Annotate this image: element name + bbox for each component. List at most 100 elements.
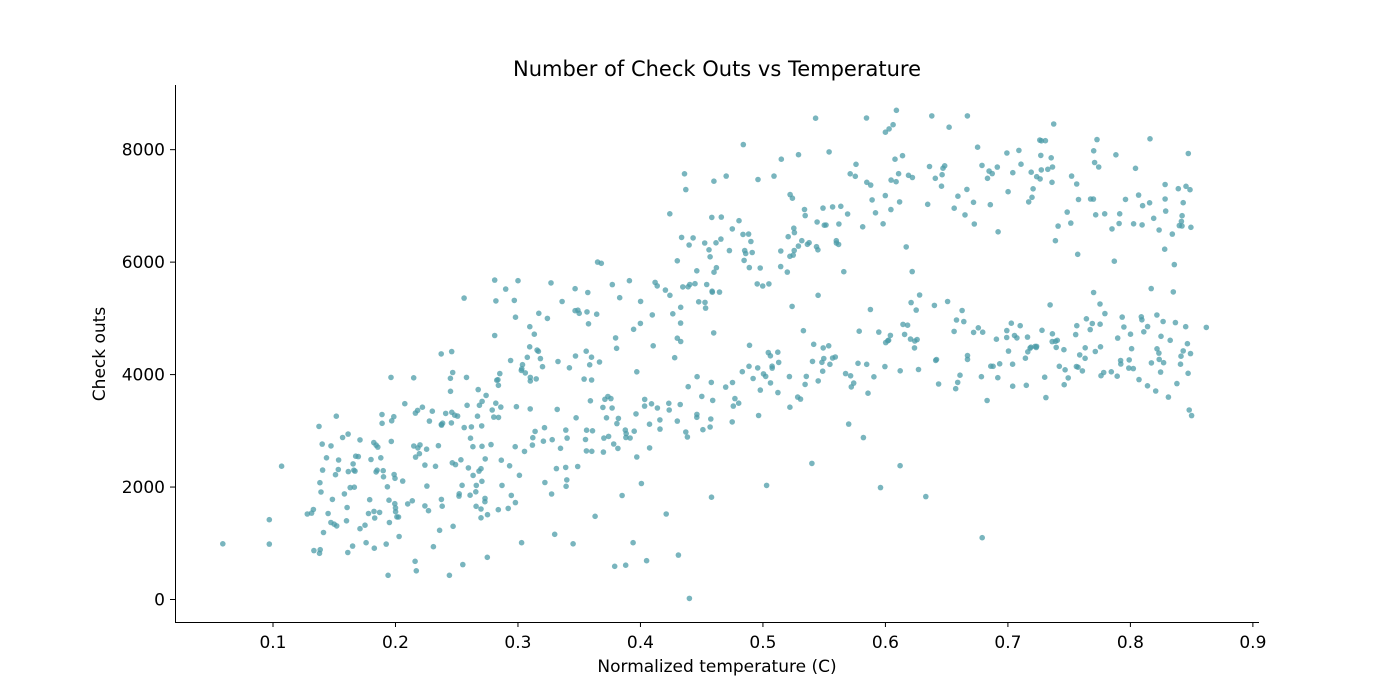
data-point — [707, 424, 713, 430]
data-point — [311, 547, 317, 554]
data-point — [555, 358, 561, 365]
data-point — [1114, 335, 1121, 341]
data-point — [1074, 322, 1080, 329]
data-point — [502, 286, 509, 292]
data-point — [819, 368, 826, 375]
data-point — [944, 298, 951, 305]
data-point — [601, 435, 607, 441]
data-point — [801, 206, 808, 213]
data-point — [708, 416, 714, 422]
data-point — [622, 427, 629, 433]
data-point — [880, 221, 886, 227]
data-point — [708, 379, 715, 386]
x-tick-label: 0.4 — [627, 633, 654, 653]
data-point — [583, 448, 590, 454]
data-point — [735, 400, 742, 407]
data-point — [386, 497, 392, 504]
data-point — [1028, 169, 1034, 175]
data-point — [1089, 320, 1096, 327]
data-point — [419, 404, 426, 411]
data-point — [493, 298, 499, 304]
data-point — [996, 361, 1003, 367]
data-point — [730, 403, 737, 409]
data-point — [1038, 152, 1044, 159]
data-point — [855, 360, 861, 367]
data-point — [842, 370, 849, 377]
data-point — [1022, 355, 1029, 362]
data-point — [1130, 221, 1137, 227]
data-point — [1073, 181, 1080, 187]
x-tick-label: 0.7 — [994, 633, 1021, 653]
data-point — [1045, 166, 1051, 173]
data-point — [527, 323, 533, 330]
data-point — [436, 527, 443, 534]
data-point — [954, 379, 961, 386]
data-point — [872, 210, 879, 216]
data-point — [1090, 289, 1097, 296]
data-point — [495, 414, 502, 421]
data-point — [699, 393, 705, 400]
data-point — [371, 515, 378, 521]
data-point — [529, 442, 536, 448]
data-point — [448, 348, 455, 355]
data-point — [1183, 183, 1189, 190]
data-point — [1043, 394, 1049, 401]
data-point — [863, 361, 870, 368]
data-point — [766, 281, 772, 287]
data-point — [1113, 152, 1119, 158]
data-point — [495, 382, 502, 389]
data-point — [791, 225, 797, 231]
data-point — [589, 428, 596, 434]
data-point — [953, 317, 960, 323]
data-point — [484, 511, 491, 518]
data-point — [1162, 208, 1169, 214]
data-point — [654, 283, 660, 289]
data-point — [508, 492, 515, 499]
data-point — [345, 431, 351, 437]
data-point — [404, 501, 411, 507]
data-point — [681, 171, 688, 177]
data-point — [1108, 369, 1115, 375]
y-tick-label: 0 — [154, 591, 165, 611]
data-point — [769, 363, 775, 370]
data-point — [882, 129, 889, 135]
data-point — [416, 450, 423, 457]
data-point — [871, 374, 877, 380]
data-point — [559, 298, 565, 305]
data-point — [670, 311, 676, 317]
data-point — [613, 345, 620, 352]
data-point — [802, 381, 808, 388]
data-point — [895, 170, 902, 177]
data-point — [1062, 367, 1068, 373]
data-point — [709, 397, 716, 404]
data-point — [473, 482, 480, 489]
data-point — [810, 341, 817, 348]
data-point — [893, 178, 899, 185]
data-point — [422, 462, 428, 468]
data-point — [1187, 186, 1193, 193]
data-point — [1157, 369, 1164, 375]
data-point — [516, 472, 523, 479]
data-point — [1177, 361, 1184, 368]
data-point — [978, 373, 985, 380]
data-point — [533, 376, 539, 382]
data-point — [863, 115, 870, 121]
data-point — [451, 412, 458, 419]
data-point — [864, 179, 870, 186]
data-point — [596, 359, 603, 365]
data-point — [379, 420, 385, 427]
data-point — [323, 455, 330, 461]
data-point — [900, 321, 906, 328]
data-point — [876, 329, 882, 335]
data-point — [809, 358, 816, 365]
data-point — [1144, 323, 1151, 330]
data-point — [1097, 301, 1103, 307]
data-point — [410, 375, 417, 381]
data-point — [562, 464, 569, 471]
data-point — [1065, 375, 1071, 381]
data-point — [759, 283, 766, 289]
data-point — [572, 285, 578, 292]
data-point — [572, 353, 579, 359]
data-point — [1174, 380, 1180, 387]
data-point — [564, 477, 570, 483]
